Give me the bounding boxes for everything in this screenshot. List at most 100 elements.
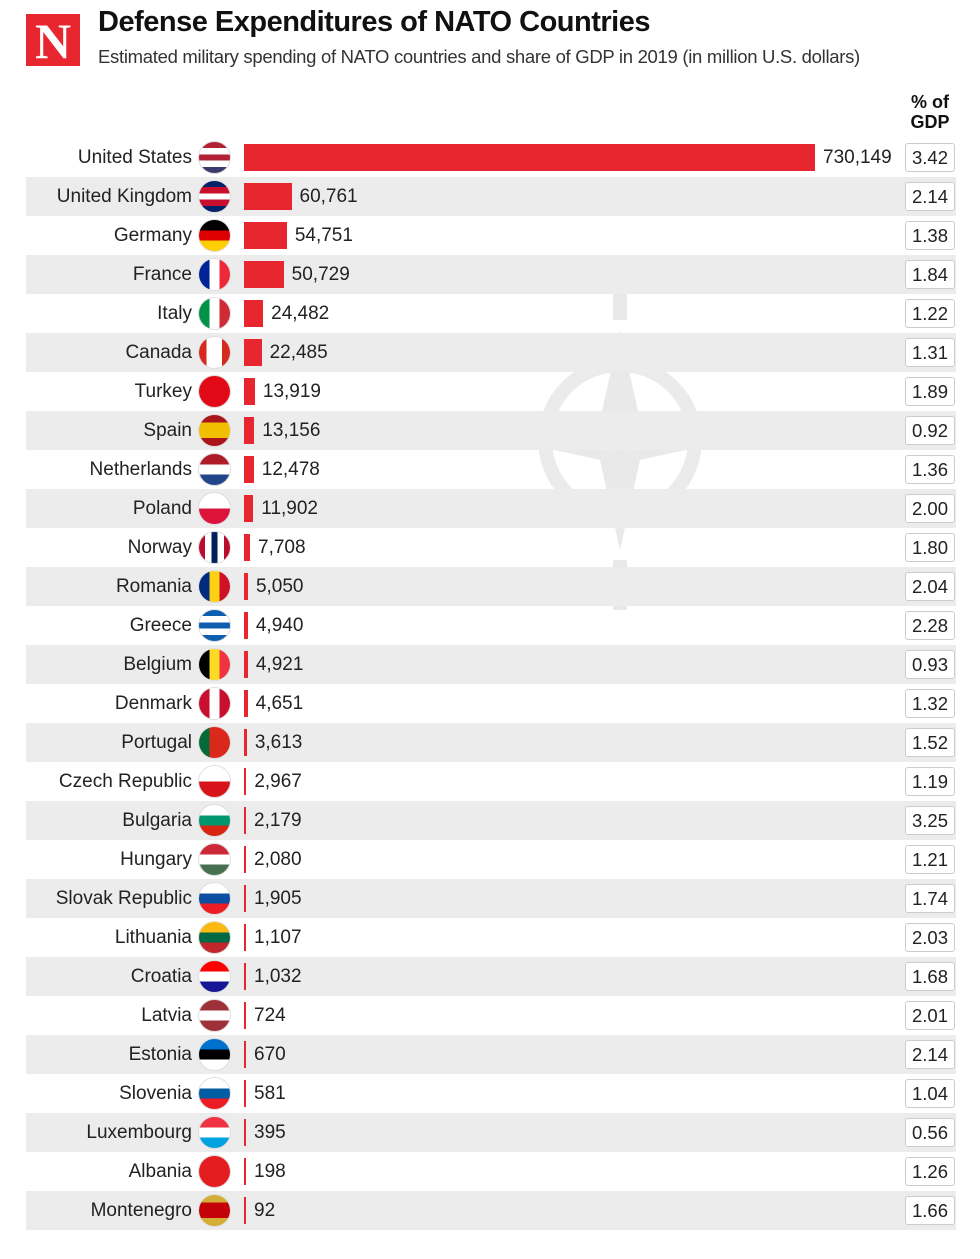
bar	[244, 768, 247, 795]
flag-icon	[199, 727, 230, 758]
country-label: France	[132, 264, 192, 285]
value-label: 4,921	[255, 654, 304, 675]
bar-row: Norway 7,708 1.80	[26, 528, 956, 567]
country-label: Portugal	[121, 732, 192, 753]
bar-row: Portugal 3,613 1.52	[26, 723, 956, 762]
country-label: Netherlands	[89, 459, 192, 480]
flag-icon	[199, 1039, 230, 1070]
gdp-share-label: 1.74	[905, 884, 955, 913]
bar-row: United States 730,149 3.42	[26, 138, 956, 177]
country-label: Bulgaria	[122, 810, 192, 831]
gdp-share-label: 3.42	[905, 143, 955, 172]
value-label: 670	[254, 1044, 286, 1065]
bar-row: Poland 11,902 2.00	[26, 489, 956, 528]
country-label: Romania	[115, 576, 192, 597]
chart-title: Defense Expenditures of NATO Countries	[98, 6, 650, 38]
bar-row: United Kingdom 60,761 2.14	[26, 177, 956, 216]
value-label: 2,080	[254, 849, 302, 870]
bar	[244, 378, 255, 405]
gdp-share-label: 1.80	[905, 533, 955, 562]
bar	[244, 1158, 246, 1185]
country-label: Belgium	[123, 654, 192, 675]
value-label: 581	[254, 1083, 286, 1104]
value-label: 2,967	[254, 771, 302, 792]
bar	[244, 456, 254, 483]
bar	[244, 300, 264, 327]
bar-row: France 50,729 1.84	[26, 255, 956, 294]
bar	[244, 729, 247, 756]
flag-icon	[199, 181, 230, 212]
country-label: Italy	[157, 303, 192, 324]
gdp-share-label: 1.52	[905, 728, 955, 757]
bar	[244, 417, 255, 444]
country-label: Canada	[125, 342, 192, 363]
gdp-share-label: 2.14	[905, 182, 955, 211]
gdp-share-label: 1.19	[905, 767, 955, 796]
gdp-share-label: 1.32	[905, 689, 955, 718]
bar	[244, 1197, 246, 1224]
country-label: United States	[77, 147, 192, 168]
bar-row: Luxembourg 395 0.56	[26, 1113, 956, 1152]
bar	[244, 183, 292, 210]
country-label: Turkey	[134, 381, 192, 402]
value-label: 4,651	[255, 693, 304, 714]
flag-icon	[199, 532, 230, 563]
flag-icon	[199, 415, 230, 446]
bar	[244, 261, 284, 288]
bar	[244, 651, 248, 678]
gdp-share-label: 2.00	[905, 494, 955, 523]
gdp-share-label: 1.66	[905, 1196, 955, 1225]
flag-icon	[199, 766, 230, 797]
country-label: Slovenia	[119, 1083, 192, 1104]
bar	[244, 1002, 246, 1029]
country-label: Czech Republic	[58, 771, 192, 792]
flag-icon	[199, 844, 230, 875]
gdp-share-label: 1.89	[905, 377, 955, 406]
bar	[244, 222, 287, 249]
country-label: Slovak Republic	[55, 888, 192, 909]
value-label: 7,708	[258, 537, 306, 558]
country-label: Greece	[129, 615, 192, 636]
bar-row: Greece 4,940 2.28	[26, 606, 956, 645]
value-label: 5,050	[255, 576, 304, 597]
flag-icon	[199, 454, 230, 485]
bar-row: Albania 198 1.26	[26, 1152, 956, 1191]
value-label: 54,751	[294, 225, 353, 246]
value-label: 92	[254, 1200, 276, 1221]
gdp-share-label: 2.04	[905, 572, 955, 601]
flag-icon	[199, 1117, 230, 1148]
value-label: 11,902	[261, 498, 318, 519]
country-label: Montenegro	[90, 1200, 192, 1221]
flag-icon	[199, 805, 230, 836]
value-label: 724	[254, 1005, 286, 1026]
gdp-column-header: % of GDP	[895, 92, 965, 132]
flag-icon	[199, 1156, 230, 1187]
bar	[244, 885, 246, 912]
value-label: 24,482	[271, 303, 330, 324]
gdp-share-label: 3.25	[905, 806, 955, 835]
value-label: 2,179	[254, 810, 302, 831]
country-label: Germany	[113, 225, 192, 246]
gdp-share-label: 2.01	[905, 1001, 955, 1030]
gdp-share-label: 1.68	[905, 962, 955, 991]
bar-row: Latvia 724 2.01	[26, 996, 956, 1035]
value-label: 1,107	[254, 927, 302, 948]
chart-subtitle: Estimated military spending of NATO coun…	[98, 46, 860, 67]
country-label: Lithuania	[114, 927, 192, 948]
gdp-share-label: 0.93	[905, 650, 955, 679]
bar	[244, 1041, 246, 1068]
value-label: 13,919	[262, 381, 321, 402]
bar	[244, 1080, 246, 1107]
bar	[244, 924, 246, 951]
gdp-share-label: 1.36	[905, 455, 955, 484]
value-label: 1,905	[254, 888, 302, 909]
country-label: Denmark	[114, 693, 192, 714]
flag-icon	[199, 610, 230, 641]
flag-icon	[199, 337, 230, 368]
bar	[244, 963, 246, 990]
bar	[244, 612, 248, 639]
flag-icon	[199, 649, 230, 680]
bar	[244, 807, 246, 834]
value-label: 60,761	[299, 186, 358, 207]
